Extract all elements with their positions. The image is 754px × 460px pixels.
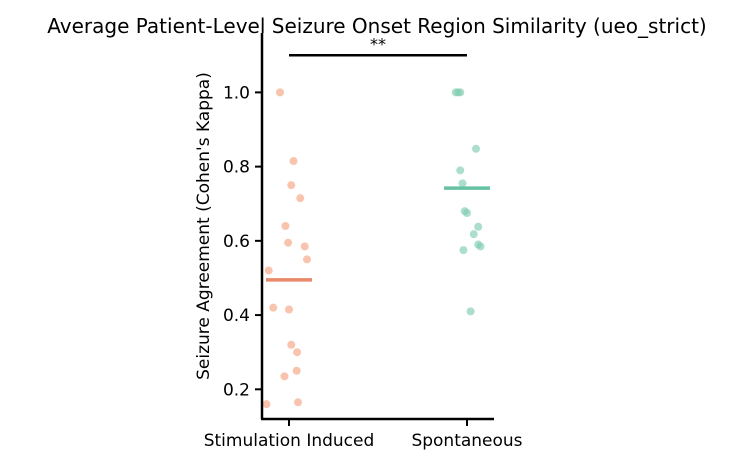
x-tick-label: Stimulation Induced bbox=[204, 431, 375, 451]
y-tick-label: 0.2 bbox=[223, 380, 250, 400]
data-point bbox=[269, 303, 278, 312]
data-point bbox=[294, 398, 302, 407]
data-point bbox=[262, 400, 271, 409]
data-points bbox=[262, 88, 485, 409]
mean-lines bbox=[266, 186, 490, 282]
data-point bbox=[476, 242, 485, 251]
data-point bbox=[285, 305, 293, 314]
data-point bbox=[292, 366, 301, 375]
data-point bbox=[280, 372, 289, 381]
data-point bbox=[276, 88, 284, 97]
x-ticks: Stimulation Induced Spontaneous bbox=[204, 419, 523, 451]
data-point bbox=[284, 238, 293, 247]
y-axis-label: Seizure Agreement (Cohen's Kappa) bbox=[194, 72, 214, 380]
data-point bbox=[469, 230, 478, 239]
data-point bbox=[264, 266, 273, 275]
data-point bbox=[296, 194, 305, 203]
data-point bbox=[287, 340, 296, 349]
y-tick-label: 0.8 bbox=[223, 158, 250, 178]
data-point bbox=[303, 255, 311, 264]
data-point bbox=[474, 222, 483, 231]
data-point bbox=[300, 242, 309, 251]
x-tick-label: Spontaneous bbox=[411, 431, 522, 451]
data-point bbox=[281, 222, 290, 230]
data-point bbox=[289, 157, 298, 166]
data-point bbox=[472, 144, 480, 153]
y-tick-label: 0.4 bbox=[223, 306, 250, 326]
data-point bbox=[287, 181, 296, 190]
y-ticks: 0.2 0.4 0.6 0.8 1.0 bbox=[223, 83, 262, 400]
data-point bbox=[456, 166, 465, 175]
data-point bbox=[463, 209, 471, 218]
significance-label: ** bbox=[370, 34, 386, 53]
data-point bbox=[293, 348, 302, 357]
data-point bbox=[459, 246, 468, 255]
significance-annotation: ** bbox=[289, 34, 467, 57]
data-point bbox=[466, 307, 475, 316]
data-point bbox=[456, 88, 465, 97]
data-point bbox=[458, 179, 467, 188]
y-tick-label: 1.0 bbox=[223, 83, 250, 103]
y-tick-label: 0.6 bbox=[223, 232, 250, 252]
chart-title: Average Patient-Level Seizure Onset Regi… bbox=[47, 14, 706, 38]
